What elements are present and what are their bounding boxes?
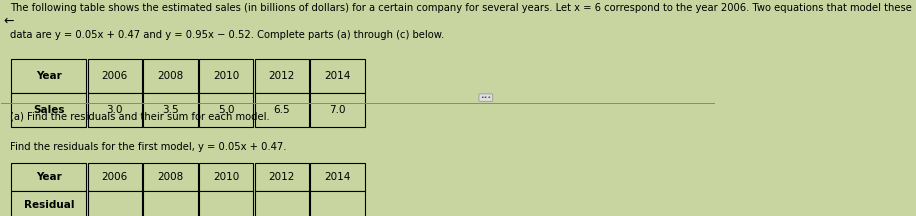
Bar (311, 162, 365, 191)
Text: 2010: 2010 (213, 71, 239, 81)
Bar (11, 59, 86, 93)
Bar (88, 93, 142, 127)
Text: 5.0: 5.0 (218, 105, 234, 115)
Text: 2008: 2008 (158, 172, 183, 182)
Bar (199, 93, 253, 127)
Bar (255, 59, 309, 93)
Bar (255, 191, 309, 216)
Bar (144, 162, 198, 191)
Text: 2010: 2010 (213, 172, 239, 182)
Text: data are y = 0.05x + 0.47 and y = 0.95x − 0.52. Complete parts (a) through (c) b: data are y = 0.05x + 0.47 and y = 0.95x … (10, 30, 444, 40)
Bar (311, 59, 365, 93)
Text: Find the residuals for the first model, y = 0.05x + 0.47.: Find the residuals for the first model, … (10, 142, 287, 152)
Text: 2008: 2008 (158, 71, 183, 81)
Text: 7.0: 7.0 (329, 105, 345, 115)
Text: 3.0: 3.0 (106, 105, 123, 115)
Text: 2006: 2006 (102, 172, 128, 182)
Bar (11, 162, 86, 191)
Bar (255, 162, 309, 191)
Bar (255, 93, 309, 127)
Text: (a) Find the residuals and their sum for each model.: (a) Find the residuals and their sum for… (10, 111, 269, 121)
Bar (144, 59, 198, 93)
Text: 2012: 2012 (268, 71, 295, 81)
Text: Residual: Residual (24, 200, 74, 210)
Bar (88, 162, 142, 191)
Text: Sales: Sales (33, 105, 65, 115)
Text: 3.5: 3.5 (162, 105, 179, 115)
Bar (311, 93, 365, 127)
Text: 2006: 2006 (102, 71, 128, 81)
Bar (144, 191, 198, 216)
Text: Year: Year (36, 71, 61, 81)
Bar (144, 93, 198, 127)
Bar (199, 191, 253, 216)
Bar (199, 162, 253, 191)
Bar (88, 59, 142, 93)
Text: 6.5: 6.5 (274, 105, 290, 115)
Text: Year: Year (36, 172, 61, 182)
Bar (311, 191, 365, 216)
Bar (11, 93, 86, 127)
Text: The following table shows the estimated sales (in billions of dollars) for a cer: The following table shows the estimated … (10, 3, 911, 13)
Text: •••: ••• (480, 95, 492, 100)
Text: 2012: 2012 (268, 172, 295, 182)
Bar (11, 191, 86, 216)
Bar (88, 191, 142, 216)
Bar (199, 59, 253, 93)
Text: 2014: 2014 (324, 71, 351, 81)
Text: ←: ← (4, 14, 14, 27)
Text: 2014: 2014 (324, 172, 351, 182)
